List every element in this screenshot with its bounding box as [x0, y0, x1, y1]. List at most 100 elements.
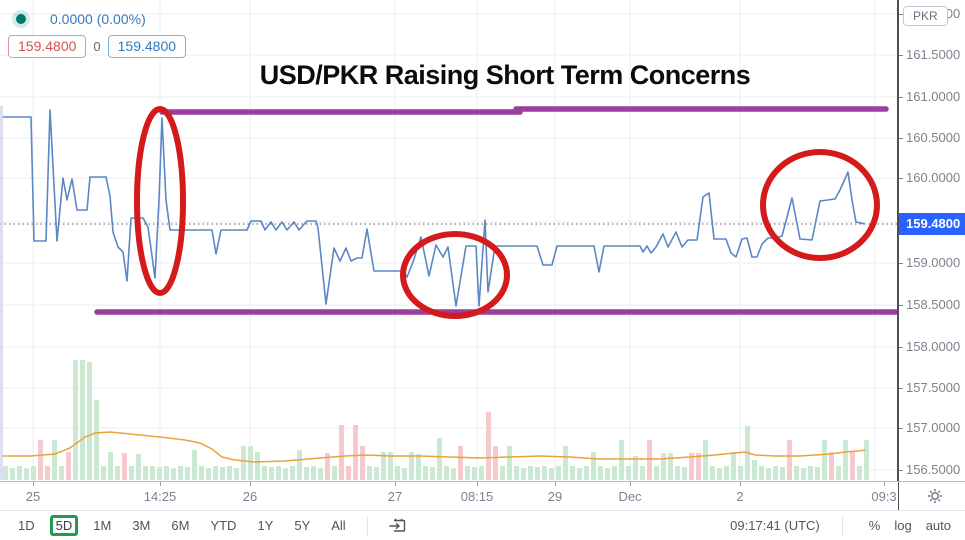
volume-bar: [122, 453, 127, 480]
volume-bar: [787, 440, 792, 480]
volume-bar: [682, 467, 687, 480]
volume-bar: [178, 466, 183, 480]
volume-bar: [255, 452, 260, 480]
gear-icon[interactable]: [924, 485, 946, 507]
go-to-date-icon[interactable]: [388, 517, 408, 534]
volume-bar: [115, 466, 120, 480]
chart-plot-area[interactable]: 0.0000 (0.00%) 159.4800 0 159.4800 USD/P…: [0, 0, 898, 481]
volume-bar: [87, 362, 92, 480]
time-axis[interactable]: 25 14:25 26 27 08:15 29 Dec 2 09:3: [0, 482, 898, 510]
volume-bar: [794, 466, 799, 480]
range-button-ytd[interactable]: YTD: [210, 518, 237, 533]
volume-bar: [591, 452, 596, 480]
volume-bar: [10, 468, 15, 480]
range-button-1y[interactable]: 1Y: [257, 518, 274, 533]
volume-bar: [171, 468, 176, 480]
currency-badge[interactable]: PKR: [903, 6, 948, 26]
volume-bar: [850, 452, 855, 480]
volume-bar: [346, 466, 351, 480]
ask-price-box[interactable]: 159.4800: [107, 35, 187, 58]
volume-bar: [801, 468, 806, 480]
volume-bar: [388, 452, 393, 480]
range-button-5d[interactable]: 5D: [49, 515, 79, 536]
volume-bar: [220, 467, 225, 480]
range-button-3m[interactable]: 3M: [132, 518, 151, 533]
volume-bar: [423, 466, 428, 480]
bottom-toolbar: 1D 5D 1M 3M 6M YTD 1Y 5Y All 09:17:41 (UTC) % log…: [0, 511, 965, 540]
x-axis-tick-mark: [477, 482, 478, 486]
volume-bar: [59, 466, 64, 480]
volume-bar: [689, 453, 694, 480]
price-axis[interactable]: 162.0000161.5000161.0000160.5000160.0000…: [899, 0, 965, 481]
highlight-circle[interactable]: [760, 149, 880, 261]
volume-bar: [395, 466, 400, 480]
volume-bar: [549, 468, 554, 480]
chart-canvas[interactable]: [0, 0, 898, 481]
y-axis-tick-label: 161.0000: [899, 89, 965, 104]
volume-bar: [304, 467, 309, 480]
volume-bar: [227, 466, 232, 480]
highlight-circle[interactable]: [400, 231, 510, 319]
x-axis-tick-mark: [740, 482, 741, 486]
volume-bar: [703, 440, 708, 480]
range-button-1m[interactable]: 1M: [93, 518, 112, 533]
volume-bar: [143, 466, 148, 480]
y-axis-tick-label: 157.0000: [899, 420, 965, 435]
toolbar-divider: [366, 515, 368, 536]
volume-bar: [437, 438, 442, 480]
range-button-6m[interactable]: 6M: [171, 518, 190, 533]
spread-value: 0: [93, 39, 101, 54]
clock-utc[interactable]: 09:17:41 (UTC): [730, 518, 820, 533]
volume-bar: [738, 466, 743, 480]
y-axis-tick-label: 156.5000: [899, 462, 965, 477]
volume-bar: [150, 466, 155, 480]
bid-price-box[interactable]: 159.4800: [8, 35, 87, 58]
volume-bar: [780, 467, 785, 480]
x-axis-tick-label: 26: [242, 489, 258, 504]
x-axis-tick-label: 09:3: [871, 489, 897, 504]
volume-bar: [521, 468, 526, 480]
volume-bar: [864, 440, 869, 480]
volume-ma-line: [2, 431, 866, 463]
volume-bar: [416, 454, 421, 480]
volume-bar: [444, 466, 449, 480]
range-button-5y[interactable]: 5Y: [294, 518, 311, 533]
volume-bar: [843, 440, 848, 480]
volume-bar: [129, 466, 134, 480]
volume-bar: [759, 466, 764, 480]
volume-bar: [724, 466, 729, 480]
volume-bar: [17, 466, 22, 480]
volume-bar: [3, 466, 8, 480]
percent-scale-button[interactable]: %: [868, 518, 881, 533]
volume-bar: [493, 446, 498, 480]
volume-bar: [381, 452, 386, 480]
chart-annotation-title: USD/PKR Raising Short Term Concerns: [259, 60, 751, 90]
y-axis-tick-label: 159.0000: [899, 255, 965, 270]
highlight-circle[interactable]: [134, 106, 186, 296]
volume-bar: [556, 466, 561, 480]
volume-bar: [332, 466, 337, 480]
range-button-all[interactable]: All: [331, 518, 346, 533]
volume-bar: [311, 466, 316, 480]
change-row[interactable]: 0.0000 (0.00%): [16, 10, 146, 28]
change-value: 0.0000 (0.00%): [50, 11, 146, 27]
series-marker-dot-icon: [16, 14, 26, 24]
volume-bar: [262, 466, 267, 480]
volume-bar: [465, 466, 470, 480]
range-button-1d[interactable]: 1D: [18, 518, 35, 533]
scale-buttons: % log auto: [855, 518, 951, 533]
y-axis-tick-label: 160.0000: [899, 170, 965, 185]
volume-bar: [836, 466, 841, 480]
volume-bar: [402, 468, 407, 480]
volume-bar: [731, 452, 736, 480]
volume-bar: [486, 412, 491, 480]
volume-bar: [535, 467, 540, 480]
volume-bar: [94, 400, 99, 480]
auto-scale-button[interactable]: auto: [925, 518, 951, 533]
volume-bar: [318, 468, 323, 480]
volume-bar: [717, 468, 722, 480]
log-scale-button[interactable]: log: [894, 518, 912, 533]
volume-bar: [31, 466, 36, 480]
volume-bar: [528, 466, 533, 480]
